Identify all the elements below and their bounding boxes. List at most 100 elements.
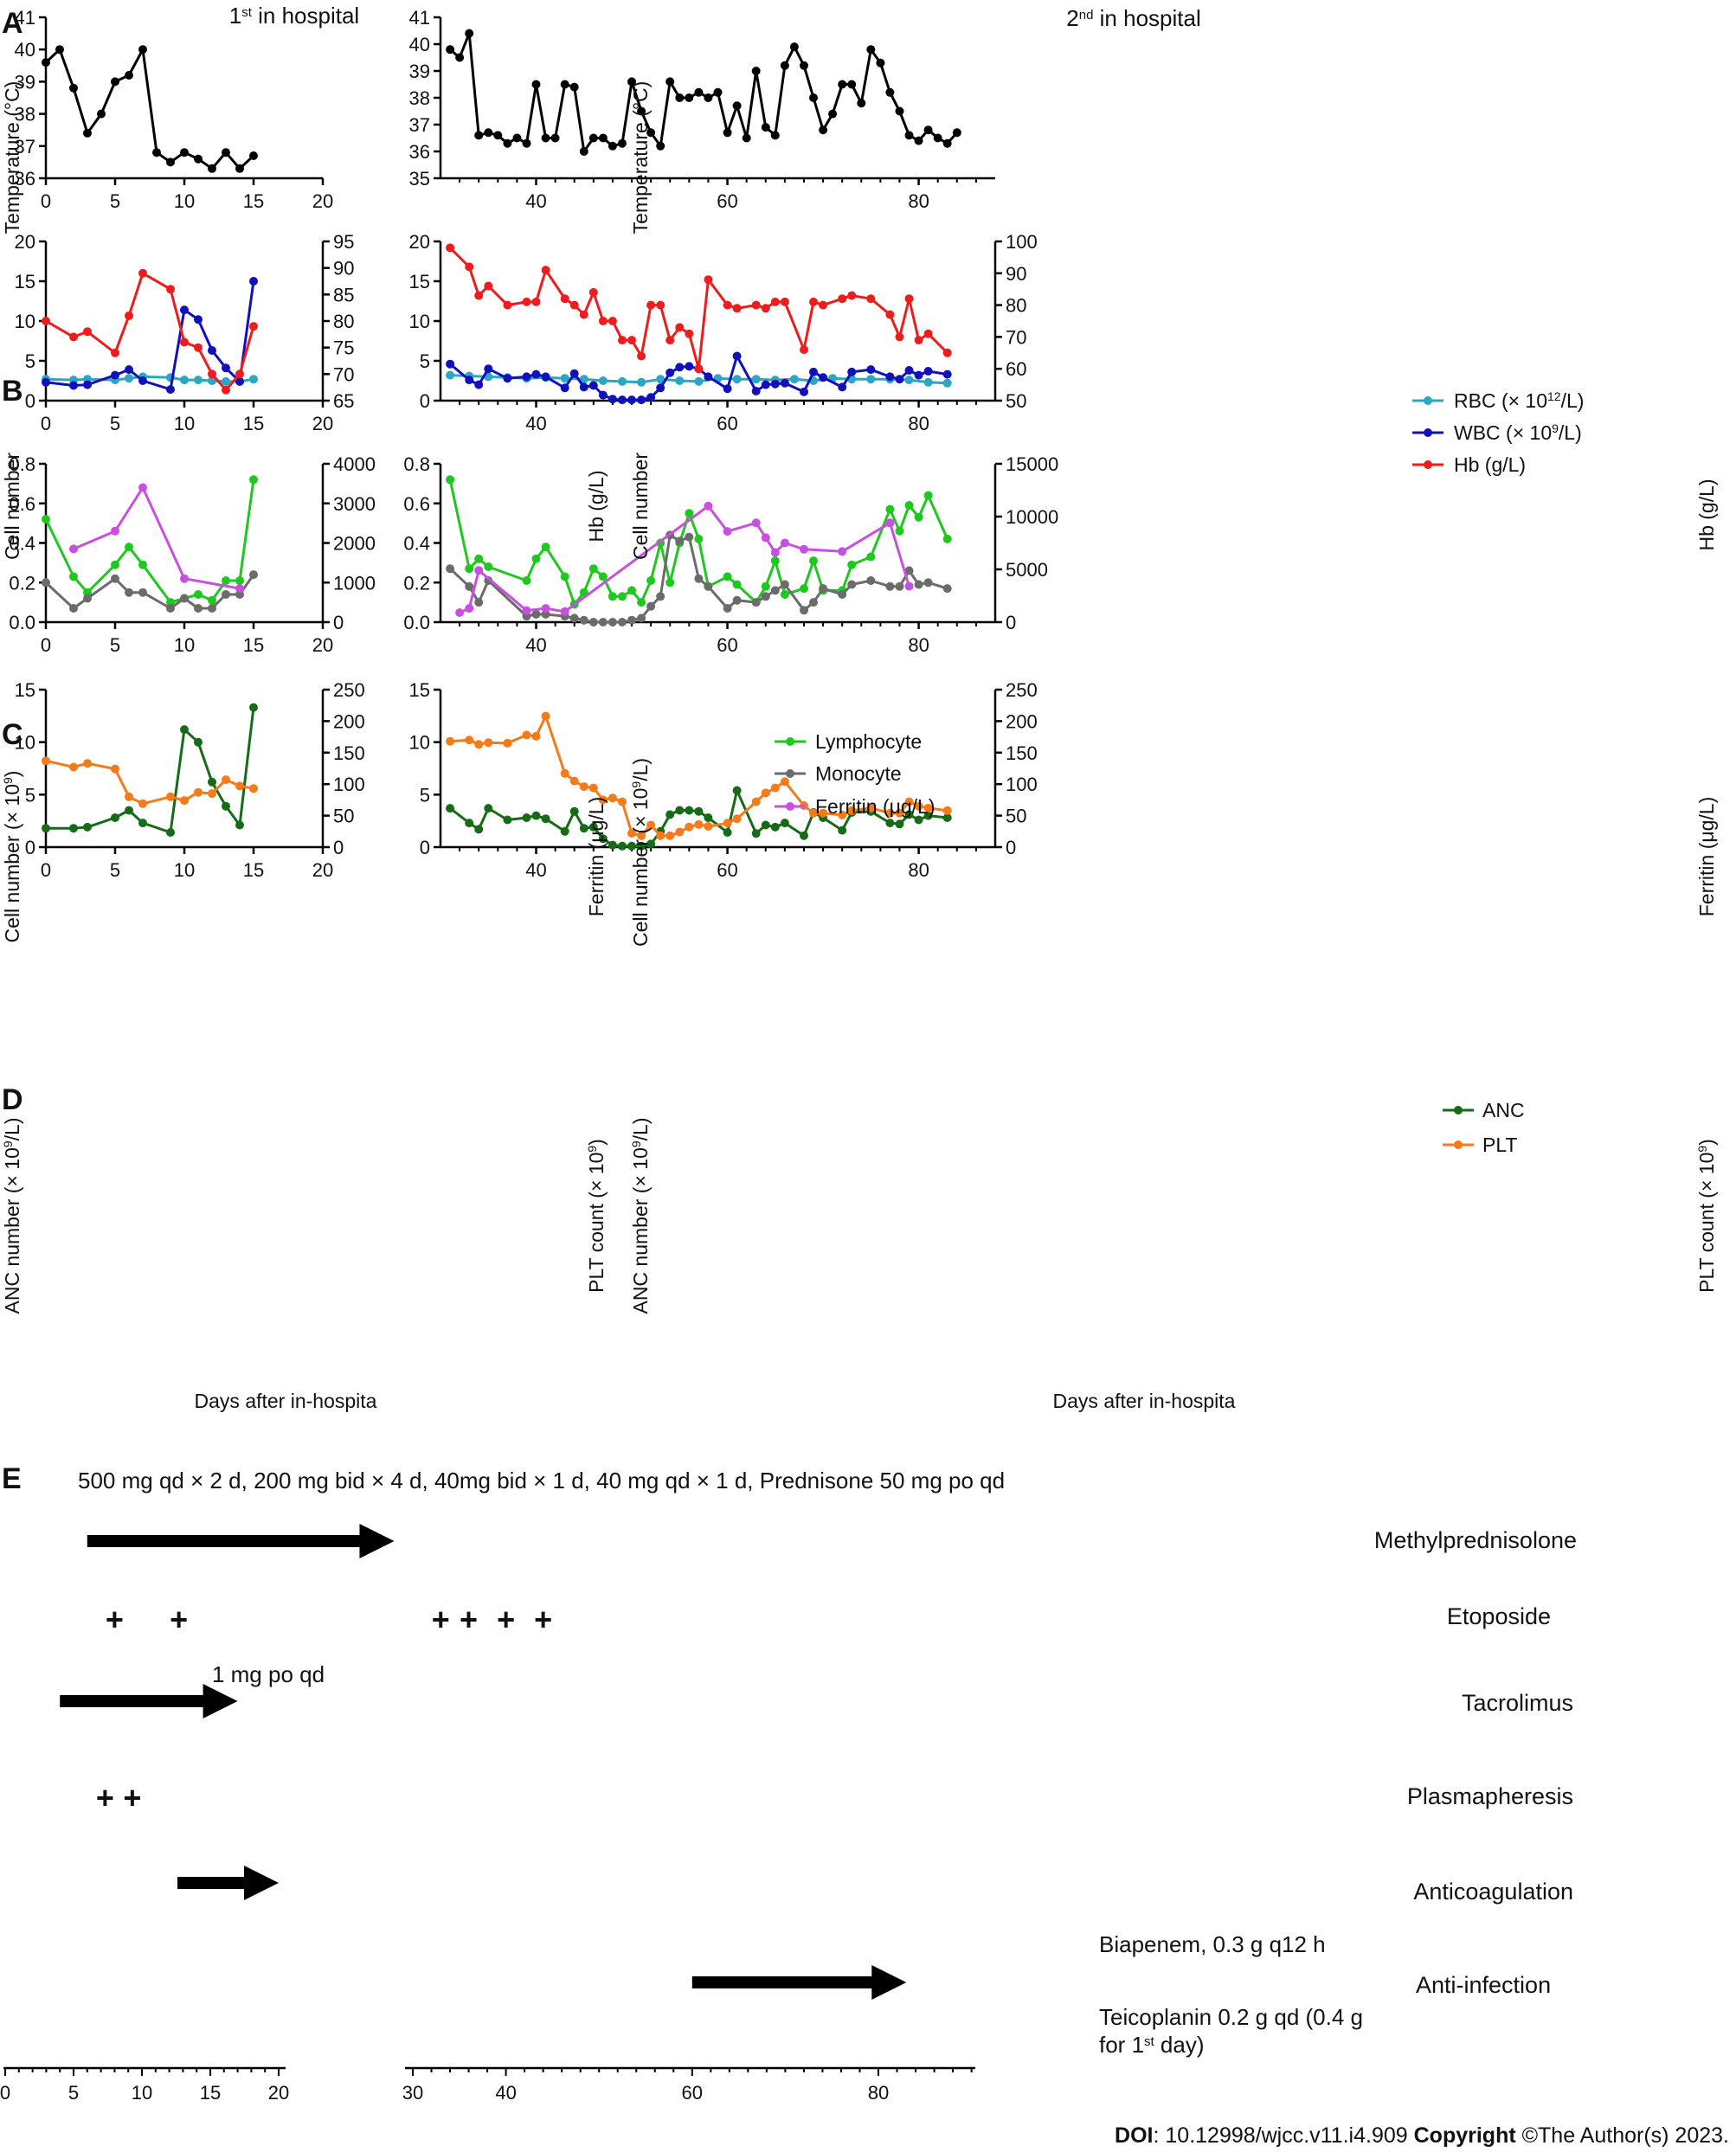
y2-tick-label: 100 [333,774,365,795]
charts-layer: 0 5 10 15 20 36 37 38 39 40 41 40 60 80 35 36 37 38 39 40 41… [9,7,1058,881]
data-point-lymphocyte [646,576,656,585]
doi-value: : 10.12998/wjcc.v11.i4.909 [1154,2123,1414,2148]
series-line-lymphocyte [44,479,255,604]
y-tick-label: 15 [15,679,35,701]
data-point-wbc-l [69,381,78,390]
y2-tick-label: 65 [333,390,354,412]
data-point-rbc-l [732,375,742,384]
data-point-anc [598,834,608,844]
data-point-monocyte [249,570,258,580]
data-point-monocyte [770,586,780,595]
data-point-temperature [97,109,106,119]
etoposide-dose-marker: + [106,1602,124,1637]
data-point-hb-g-l [942,348,952,357]
data-point-plt [222,775,230,785]
data-point-monocyte [608,618,617,626]
data-point-anc [69,824,78,833]
data-point-monocyte [180,594,189,603]
y-tick-label: 0 [420,837,430,858]
data-point-hb-g-l [904,294,914,304]
data-point-lymphocyte [895,526,904,536]
data-point-anc [895,819,904,829]
tacrolimus-arrow-head [203,1684,238,1718]
data-point-ferritin-g-l [723,527,732,536]
x-tick-label: 5 [110,859,120,881]
data-point-plt [465,736,474,745]
data-point-anc [694,806,704,816]
data-point-plt [125,792,133,801]
y-tick-label: 40 [15,39,35,61]
data-point-temperature [446,45,455,55]
x-tick-label: 0 [41,859,51,881]
data-point-wbc-l [914,370,923,380]
data-point-monocyte [138,588,147,597]
data-point-temperature [208,164,216,173]
data-point-wbc-l [83,380,92,389]
data-point-lymphocyte [866,552,876,562]
series-line-temperature [449,32,958,153]
data-point-temperature [627,77,636,87]
ylabel-d-right: ANC number (× 109/L) [629,1117,652,1314]
data-point-lymphocyte [780,590,789,599]
legend-hb-label: Hb (g/L) [1454,453,1526,476]
data-point-temperature [713,87,723,97]
data-point-lymphocyte [235,576,244,585]
y-tick-label: 10 [15,732,35,754]
data-point-monocyte [618,618,627,626]
y-tick-label: 10 [15,311,35,332]
data-point-rbc-l [942,378,952,388]
data-point-wbc-l [770,379,780,389]
data-point-lymphocyte [770,556,780,566]
data-point-temperature [493,131,503,140]
data-point-temperature [522,138,531,148]
data-point-hb-g-l [503,300,512,310]
data-point-wbc-l [761,380,770,389]
x-tick-label: 40 [525,413,546,434]
data-point-monocyte [904,566,914,575]
data-point-temperature [222,148,230,157]
ylabel-a-left: Temperature (°C) [1,81,23,234]
timeline-tick-label: 10 [132,2082,152,2104]
data-point-wbc-l [560,383,569,393]
data-point-monocyte [809,598,818,607]
data-point-plt [847,806,857,815]
data-point-rbc-l [560,374,569,383]
x-tick-label: 80 [908,413,929,434]
data-point-wbc-l [598,390,608,400]
data-point-anc [942,813,952,822]
data-point-anc [465,819,474,828]
data-point-plt [111,764,119,774]
data-point-monocyte [800,606,808,615]
series-line-anc [46,707,255,834]
data-point-lymphocyte [588,564,598,574]
data-point-rbc-l [222,376,230,386]
data-point-temperature [675,93,685,102]
data-point-lymphocyte [627,586,636,595]
data-point-temperature [194,154,203,164]
data-point-temperature [637,106,646,116]
legend-plt-marker [1454,1140,1463,1149]
data-point-plt [704,822,713,831]
data-point-hb-g-l [618,336,627,345]
anticoagulation-arrow-head [244,1866,279,1900]
data-point-hb-g-l [166,285,175,294]
y2label-b-right: Hb (g/L) [1695,479,1718,550]
legend-plt-label: PLT [1482,1134,1517,1156]
data-point-wbc-l [522,372,531,382]
data-point-temperature [42,58,50,67]
y2-tick-label: 10000 [1006,506,1058,528]
timeline-tick-label: 5 [68,2082,79,2104]
data-point-anc [166,828,175,837]
x-tick-label: 0 [41,190,51,212]
data-point-wbc-l [819,373,828,382]
data-point-hb-g-l [646,300,656,310]
data-point-wbc-l [866,365,876,375]
data-point-lymphocyte [446,475,455,485]
data-point-lymphocyte [761,581,770,591]
data-point-lymphocyte [914,512,923,522]
y-tick-label: 10 [409,311,430,332]
data-point-plt [780,777,789,787]
data-point-lymphocyte [541,543,550,552]
legend-lymphocyte-marker [786,737,794,746]
